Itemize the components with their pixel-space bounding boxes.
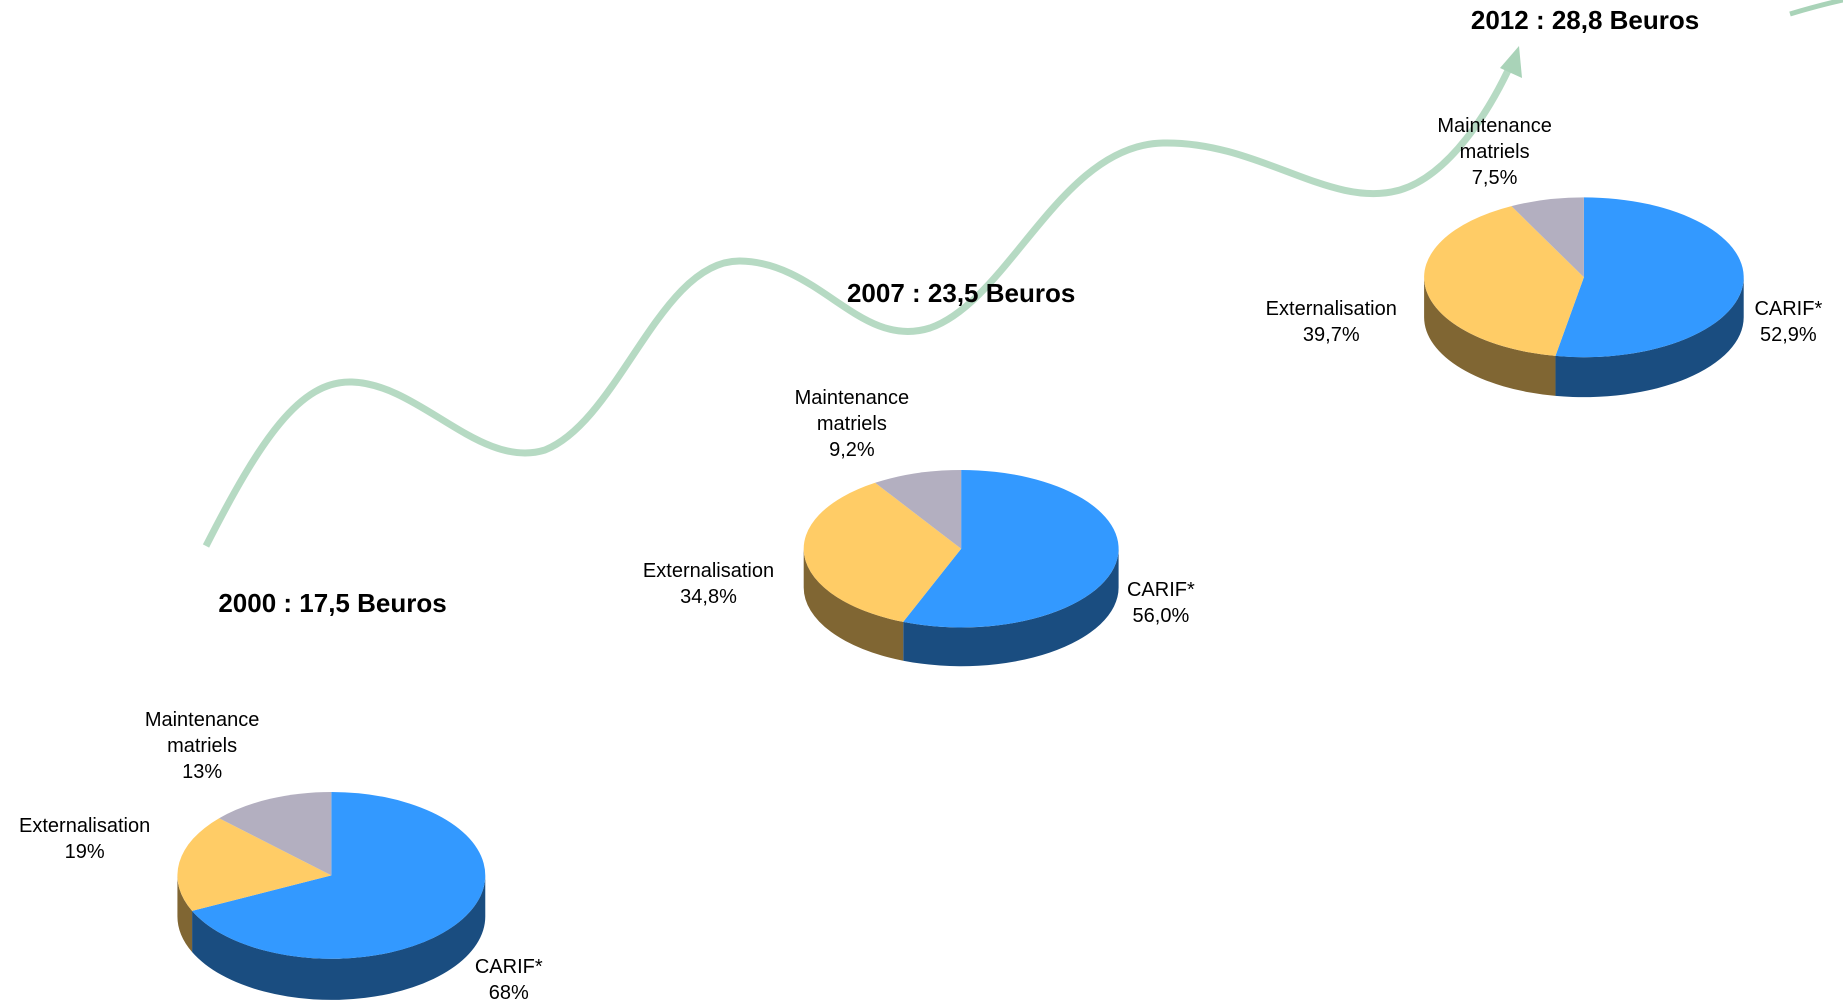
pie-side <box>903 548 1119 667</box>
slice-label: CARIF* <box>474 956 543 979</box>
slice-label: Maintenance matriels <box>1437 114 1552 163</box>
pie-title: 2000 : 17,5 Beuros <box>218 587 447 618</box>
pie-slice <box>1424 206 1584 356</box>
arrow-head <box>1500 46 1522 78</box>
slice-label: Externalisation <box>19 815 151 838</box>
pie-side <box>1555 277 1744 398</box>
pie-slice <box>1555 197 1744 358</box>
pie-side <box>803 548 904 661</box>
pie-slice <box>803 482 962 622</box>
slice-value-label: 7,5% <box>1471 166 1518 189</box>
pie-side <box>192 875 486 1000</box>
slice-value-label: 39,7% <box>1302 324 1360 347</box>
slice-value-label: 34,8% <box>680 586 737 609</box>
slice-label: CARIF* <box>1754 298 1823 321</box>
corner-curve <box>1789 0 1843 17</box>
slice-label: Externalisation <box>1265 298 1397 321</box>
pie-slice <box>1511 197 1584 278</box>
slice-label: Maintenance matriels <box>144 709 260 758</box>
pie-side <box>1424 277 1556 396</box>
slice-value-label: 19% <box>64 841 105 864</box>
pie-slice <box>875 470 962 549</box>
slice-label: Externalisation <box>642 560 775 583</box>
pie-slice <box>177 818 332 911</box>
pie-title: 2012 : 28,8 Beuros <box>1470 4 1700 35</box>
slice-value-label: 68% <box>488 982 529 1005</box>
pie-slice <box>903 470 1119 628</box>
slice-label: Maintenance matriels <box>794 387 910 436</box>
pie-side <box>177 875 193 953</box>
growth-curve <box>202 60 1516 548</box>
slice-value-label: 9,2% <box>829 439 875 462</box>
slice-value-label: 13% <box>182 761 223 784</box>
pie-slice <box>219 791 332 876</box>
pie-slice <box>192 791 486 959</box>
pie-title: 2007 : 23,5 Beuros <box>846 278 1076 309</box>
slice-value-label: 52,9% <box>1759 324 1817 347</box>
slice-label: CARIF* <box>1126 578 1195 601</box>
slice-value-label: 56,0% <box>1132 604 1190 627</box>
